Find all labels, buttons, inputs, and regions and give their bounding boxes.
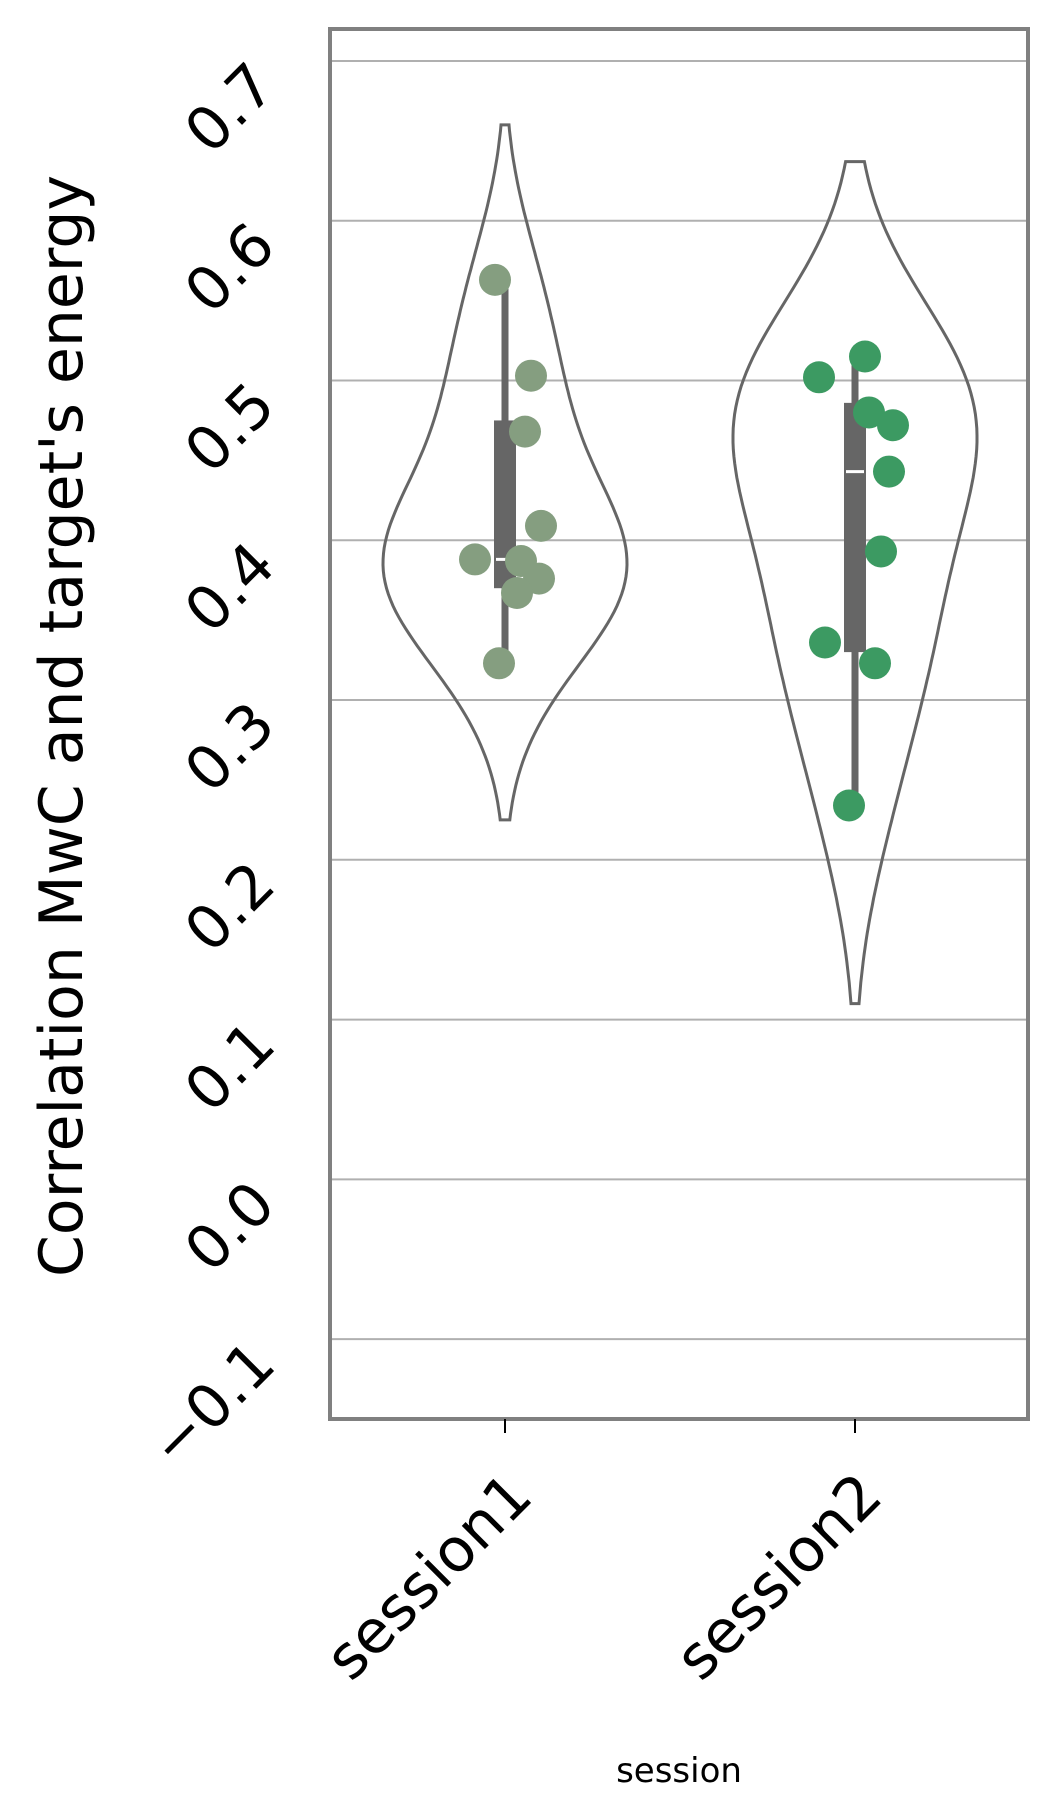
iqr-box-session1 <box>494 420 516 589</box>
violin-session2 <box>731 160 979 1006</box>
y-tick-label: 0.4 <box>172 529 289 646</box>
data-point-session1 <box>483 647 515 680</box>
y-tick-label: 0.2 <box>172 849 289 966</box>
y-tick-label: 0.0 <box>172 1168 289 1285</box>
y-tick-label: 0.7 <box>172 50 289 167</box>
x-tick-label: session1 <box>312 1460 546 1694</box>
y-axis-ticks: −0.1 0.0 0.1 0.2 0.3 0.4 0.5 0.6 0.7 <box>136 50 289 1481</box>
data-point-session1 <box>459 543 491 576</box>
y-tick-label: 0.6 <box>172 210 289 327</box>
data-point-session1 <box>479 263 511 296</box>
y-axis-title: Correlation MwC and target's energy <box>27 175 97 1277</box>
x-tick-label: session2 <box>662 1460 896 1694</box>
data-point-session2 <box>849 340 881 373</box>
data-point-session2 <box>859 647 891 680</box>
x-axis-ticks: session1 session2 <box>312 1419 896 1694</box>
x-axis-title: session <box>616 1751 742 1791</box>
box-plots <box>494 279 866 806</box>
data-point-session2 <box>803 361 835 394</box>
y-tick-label: 0.3 <box>172 689 289 806</box>
data-point-session1 <box>501 576 533 609</box>
data-points <box>459 263 909 822</box>
data-point-session2 <box>877 409 909 442</box>
violins <box>381 123 979 1006</box>
y-tick-label: 0.5 <box>172 370 289 487</box>
data-point-session2 <box>873 455 905 488</box>
data-point-session2 <box>853 396 885 429</box>
data-point-session2 <box>865 535 897 568</box>
data-point-session1 <box>509 415 541 448</box>
violin-session1 <box>381 123 629 822</box>
data-point-session2 <box>833 789 865 822</box>
data-point-session2 <box>809 626 841 659</box>
grid-lines <box>330 59 1028 1341</box>
y-tick-label: −0.1 <box>136 1328 289 1481</box>
data-point-session1 <box>515 359 547 392</box>
data-point-session1 <box>525 509 557 542</box>
iqr-box-session2 <box>844 402 866 653</box>
y-tick-label: 0.1 <box>172 1009 289 1126</box>
plot-frame <box>328 27 1030 1421</box>
